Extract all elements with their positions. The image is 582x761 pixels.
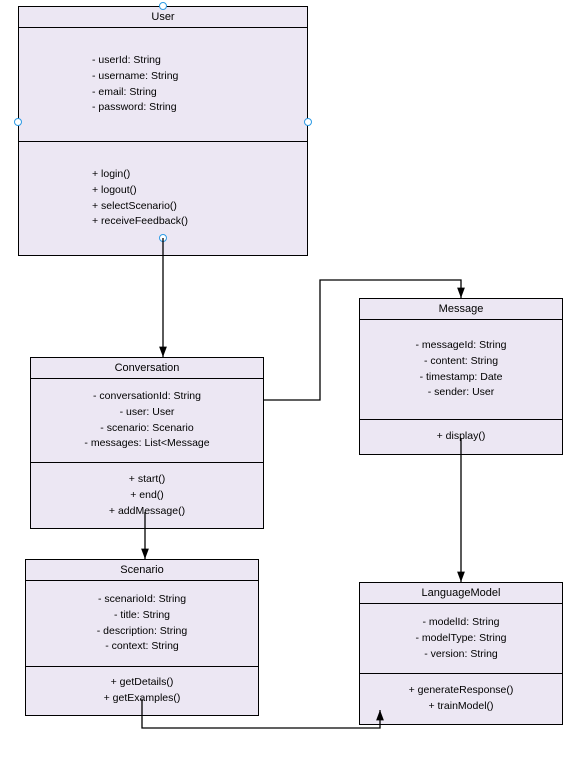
attr-line: - content: String — [370, 354, 552, 370]
attr-line: - email: String — [92, 85, 297, 101]
class-attributes: - scenarioId: String- title: String- des… — [26, 581, 258, 667]
class-attributes: - userId: String- username: String- emai… — [19, 28, 307, 142]
attr-line: - version: String — [370, 647, 552, 663]
class-title: LanguageModel — [360, 583, 562, 604]
class-methods: + generateResponse()+ trainModel() — [360, 674, 562, 724]
class-languagemodel[interactable]: LanguageModel- modelId: String- modelTyp… — [359, 582, 563, 725]
attr-line: - scenario: Scenario — [41, 421, 253, 437]
method-line: + logout() — [92, 183, 297, 199]
method-line: + selectScenario() — [92, 199, 297, 215]
attr-line: - description: String — [36, 624, 248, 640]
method-line: + end() — [41, 488, 253, 504]
class-attributes: - messageId: String- content: String- ti… — [360, 320, 562, 420]
attr-line: - context: String — [36, 639, 248, 655]
method-line: + display() — [370, 429, 552, 445]
attr-line: - password: String — [92, 100, 297, 116]
class-title: User — [19, 7, 307, 28]
method-line: + start() — [41, 472, 253, 488]
selection-handle[interactable] — [304, 118, 312, 126]
attr-line: - conversationId: String — [41, 389, 253, 405]
selection-handle[interactable] — [14, 118, 22, 126]
class-scenario[interactable]: Scenario- scenarioId: String- title: Str… — [25, 559, 259, 716]
class-methods: + getDetails()+ getExamples() — [26, 667, 258, 715]
class-attributes: - modelId: String- modelType: String- ve… — [360, 604, 562, 674]
class-methods: + start()+ end()+ addMessage() — [31, 463, 263, 528]
method-line: + login() — [92, 167, 297, 183]
method-line: + receiveFeedback() — [92, 214, 297, 230]
class-conversation[interactable]: Conversation- conversationId: String- us… — [30, 357, 264, 529]
selection-handle[interactable] — [159, 234, 167, 242]
attr-line: - modelId: String — [370, 615, 552, 631]
attr-line: - messages: List<Message — [41, 436, 253, 452]
class-methods: + display() — [360, 420, 562, 454]
class-user[interactable]: User- userId: String- username: String- … — [18, 6, 308, 256]
attr-line: - userId: String — [92, 53, 297, 69]
attr-line: - user: User — [41, 405, 253, 421]
selection-handle[interactable] — [159, 2, 167, 10]
method-line: + getDetails() — [36, 675, 248, 691]
class-attributes: - conversationId: String- user: User- sc… — [31, 379, 263, 463]
class-title: Scenario — [26, 560, 258, 581]
attr-line: - messageId: String — [370, 338, 552, 354]
attr-line: - username: String — [92, 69, 297, 85]
attr-line: - timestamp: Date — [370, 370, 552, 386]
class-message[interactable]: Message- messageId: String- content: Str… — [359, 298, 563, 455]
attr-line: - modelType: String — [370, 631, 552, 647]
method-line: + trainModel() — [370, 699, 552, 715]
method-line: + getExamples() — [36, 691, 248, 707]
method-line: + generateResponse() — [370, 683, 552, 699]
class-title: Message — [360, 299, 562, 320]
attr-line: - sender: User — [370, 385, 552, 401]
attr-line: - scenarioId: String — [36, 592, 248, 608]
attr-line: - title: String — [36, 608, 248, 624]
class-title: Conversation — [31, 358, 263, 379]
method-line: + addMessage() — [41, 504, 253, 520]
